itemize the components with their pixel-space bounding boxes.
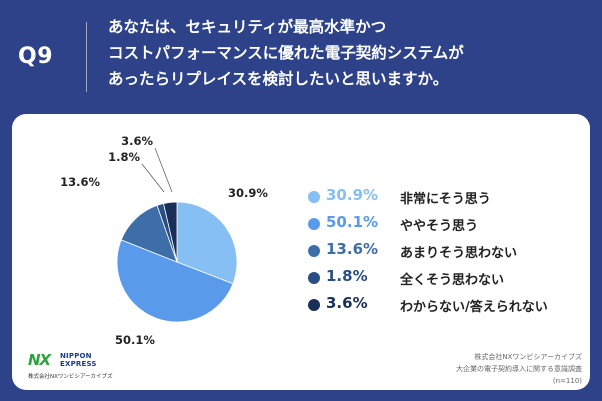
header-divider	[86, 22, 87, 92]
legend-item-somewhat: 50.1% ややそう思う	[308, 212, 588, 239]
chart-panel: 30.9% 50.1% 13.6% 1.8% 3.6% 30.9% 非常にそう思う 50…	[12, 114, 590, 390]
legend-dot-dont-know	[308, 299, 320, 311]
legend-item-not-much: 13.6% あまりそう思わない	[308, 239, 588, 266]
question-text: あなたは、セキュリティが最高水準かつ コストパフォーマンスに優れた電子契約システ…	[108, 14, 588, 92]
logo-word-nippon: NIPPON	[60, 352, 92, 360]
logo-mark: NX	[28, 351, 51, 369]
legend-label-dont-know: わからない/答えられない	[400, 300, 548, 315]
slice-label-very-much: 30.9%	[228, 186, 268, 200]
pie-slice-very-much	[176, 201, 238, 285]
source-company: 株式会社NXワンビシアーカイブズ	[474, 353, 582, 361]
slice-label-somewhat: 50.1%	[115, 333, 155, 347]
pie-slice-dont-know	[163, 201, 178, 263]
legend-value-very-much: 30.9%	[326, 186, 379, 204]
slice-label-not-much: 13.6%	[60, 175, 100, 189]
chart-legend: 30.9% 非常にそう思う 50.1% ややそう思う 13.6% あまりそう思わ…	[308, 185, 588, 320]
legend-label-not-at-all: 全くそう思わない	[400, 273, 505, 288]
legend-dot-not-at-all	[308, 272, 320, 284]
pie-chart: 30.9% 50.1% 13.6% 1.8% 3.6%	[60, 134, 268, 347]
legend-value-not-much: 13.6%	[326, 240, 379, 258]
logo-word-express: EXPRESS	[60, 360, 97, 368]
source-note: 株式会社NXワンビシアーカイブズ 大企業の電子契約導入に関する意識調査 (n=1…	[456, 351, 582, 387]
source-sample-size: (n=110)	[552, 377, 582, 385]
question-line-3: あったらリプレイスを検討したいと思いますか。	[108, 70, 449, 88]
legend-value-dont-know: 3.6%	[326, 294, 368, 312]
question-line-2: コストパフォーマンスに優れた電子契約システムが	[108, 44, 464, 62]
question-header: Q9 あなたは、セキュリティが最高水準かつ コストパフォーマンスに優れた電子契約…	[0, 0, 602, 112]
legend-item-not-at-all: 1.8% 全くそう思わない	[308, 266, 588, 293]
legend-dot-not-much	[308, 245, 320, 257]
legend-label-somewhat: ややそう思う	[400, 219, 479, 234]
source-survey: 大企業の電子契約導入に関する意識調査	[456, 365, 582, 373]
legend-value-somewhat: 50.1%	[326, 213, 379, 231]
legend-item-very-much: 30.9% 非常にそう思う	[308, 185, 588, 212]
legend-value-not-at-all: 1.8%	[326, 267, 368, 285]
legend-label-very-much: 非常にそう思う	[400, 192, 491, 207]
question-line-1: あなたは、セキュリティが最高水準かつ	[108, 18, 387, 36]
leader-line-dont-know	[154, 147, 173, 193]
legend-item-dont-know: 3.6% わからない/答えられない	[308, 293, 588, 320]
legend-dot-somewhat	[308, 218, 320, 230]
legend-label-not-much: あまりそう思わない	[400, 246, 518, 261]
logo-company-name: 株式会社NXワンビシアーカイブズ	[28, 374, 113, 380]
legend-dot-very-much	[308, 191, 320, 203]
slice-label-not-at-all: 1.8%	[108, 150, 140, 164]
slice-label-dont-know: 3.6%	[121, 134, 153, 148]
pie-slice-somewhat	[116, 239, 234, 323]
question-number: Q9	[18, 44, 54, 69]
leader-line-not-at-all	[141, 163, 165, 193]
